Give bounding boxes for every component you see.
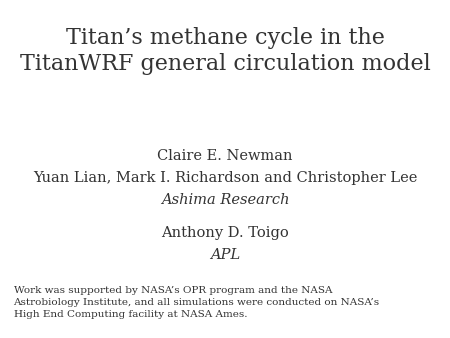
Text: Claire E. Newman: Claire E. Newman xyxy=(157,149,293,163)
Text: Anthony D. Toigo: Anthony D. Toigo xyxy=(161,226,289,240)
Text: APL: APL xyxy=(210,248,240,262)
Text: Titan’s methane cycle in the
TitanWRF general circulation model: Titan’s methane cycle in the TitanWRF ge… xyxy=(20,27,430,75)
Text: Ashima Research: Ashima Research xyxy=(161,193,289,207)
Text: Work was supported by NASA’s OPR program and the NASA
Astrobiology Institute, an: Work was supported by NASA’s OPR program… xyxy=(14,286,380,319)
Text: Yuan Lian, Mark I. Richardson and Christopher Lee: Yuan Lian, Mark I. Richardson and Christ… xyxy=(33,171,417,185)
